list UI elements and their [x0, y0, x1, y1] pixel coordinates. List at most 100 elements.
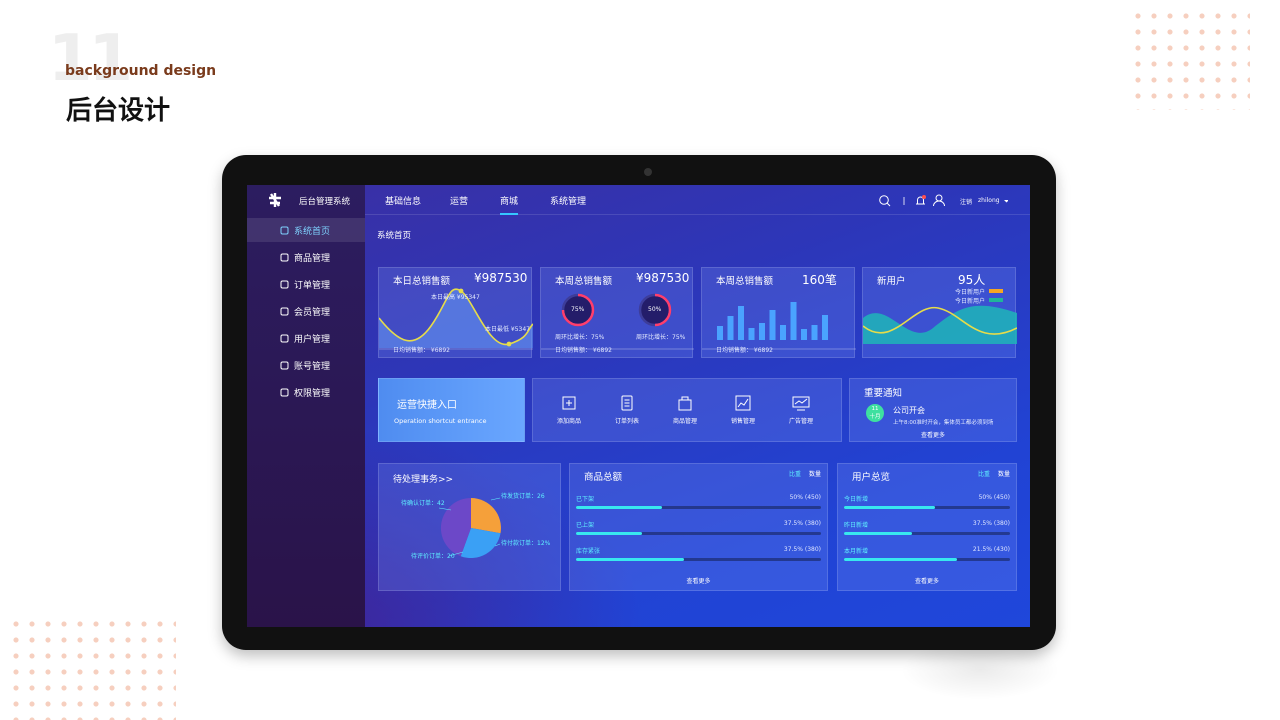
progress-track	[576, 532, 821, 535]
sales-curve	[379, 288, 533, 350]
icon-shape	[280, 307, 289, 315]
menu-label: 订单管理	[294, 280, 331, 291]
sidebar-item[interactable]: 订单管理	[247, 272, 365, 296]
nav-item[interactable]: 运营	[450, 197, 469, 207]
stat-card: 本周总销售额 ¥987530 75% 50% 周环比增长：75% 周环比增长：7…	[540, 267, 694, 358]
card-footer: 日均销售额： ¥6892	[393, 347, 450, 354]
sidebar-item[interactable]: 权限管理	[247, 380, 365, 404]
progress-fill	[844, 532, 913, 535]
top-bar: 注销 zhilong 基础信息 运营 商城 系统管理	[365, 185, 1030, 215]
card-title: 新用户	[877, 276, 906, 287]
tasks-title[interactable]: 待处理事务>>	[393, 475, 454, 485]
card-title: 本日总销售额	[393, 276, 451, 287]
action-item[interactable]: 商品管理	[660, 394, 710, 425]
more-link[interactable]: 查看更多	[914, 578, 939, 585]
shape	[440, 497, 471, 557]
growth-label: 周环比增长：75%	[555, 334, 605, 341]
action-item[interactable]: 添加商品	[544, 394, 594, 425]
sidebar-item[interactable]: 商品管理	[247, 245, 365, 269]
menu-icon	[280, 361, 289, 369]
action-item[interactable]: 销售管理	[718, 394, 768, 425]
bar	[769, 310, 776, 340]
icon-shape	[678, 396, 692, 411]
icon-shape	[280, 280, 289, 288]
tabs: 比重 数量	[781, 469, 821, 478]
username[interactable]: zhilong	[978, 197, 1000, 204]
menu-label: 会员管理	[294, 307, 331, 318]
shape	[269, 193, 281, 207]
screen: 后台管理系统 系统首页 商品管理 订单管理 会员管理 用户管理 账号管理 权限管理 注销 z…	[247, 185, 1030, 627]
tab[interactable]: 比重	[788, 471, 801, 478]
nav-item[interactable]: 基础信息	[385, 197, 422, 207]
action-item[interactable]: 广告管理	[776, 394, 826, 425]
action-icon	[621, 395, 633, 411]
menu-icon	[280, 280, 289, 288]
menu-icon	[280, 307, 289, 315]
stat-card: 本日总销售额 ¥987530 本日最高 ¥95347 本日最低 ¥5347 日均…	[378, 267, 533, 358]
row-label: 今日新增	[844, 496, 869, 503]
tab[interactable]: 比重	[977, 471, 990, 478]
menu-label: 系统首页	[294, 226, 331, 237]
page-number: 11	[48, 22, 133, 96]
action-label: 商品管理	[672, 418, 697, 425]
bar	[790, 302, 797, 340]
shape	[922, 195, 926, 199]
shape	[460, 528, 501, 559]
menu-label: 商品管理	[294, 253, 331, 264]
shortcut-card[interactable]: 运营快捷入口 Operation shortcut entrance	[378, 378, 525, 442]
bar	[727, 316, 734, 340]
panel-title: 商品总额	[584, 472, 623, 483]
shape	[506, 341, 512, 347]
low-label: 本日最低 ¥5347	[485, 326, 530, 333]
sidebar-item[interactable]: 系统首页	[247, 218, 365, 242]
tab[interactable]: 数量	[997, 471, 1010, 478]
card-value: 160笔	[802, 273, 837, 287]
icon-shape	[621, 395, 633, 411]
shape	[438, 497, 501, 557]
sidebar-item[interactable]: 用户管理	[247, 326, 365, 350]
shape	[379, 289, 533, 348]
tab[interactable]: 数量	[808, 471, 821, 478]
icon-shape	[566, 400, 572, 406]
row-value: 21.5% (430)	[972, 546, 1010, 553]
card-footer: 日均销售额： ¥6892	[555, 347, 612, 354]
action-label: 广告管理	[788, 418, 813, 425]
legend-label: 今日新用户	[955, 298, 986, 305]
notice-text: 上午8:00准时开会，集体员工都必须到场	[893, 420, 994, 426]
sidebar-item[interactable]: 会员管理	[247, 299, 365, 323]
more-link[interactable]: 查看更多	[920, 432, 945, 439]
gauge-label: 75%	[571, 306, 585, 313]
pie-label: 待发货订单：26	[501, 493, 545, 500]
gauges	[541, 293, 694, 350]
logo-text: 后台管理系统	[299, 197, 351, 207]
row-label: 库存紧张	[576, 548, 601, 555]
nav-item[interactable]: 商城	[500, 194, 519, 215]
shape	[863, 307, 1017, 335]
icon-shape	[737, 398, 749, 408]
more-link[interactable]: 查看更多	[686, 578, 711, 585]
dot-pattern	[1130, 8, 1250, 110]
shape	[471, 498, 501, 534]
nav-item[interactable]: 系统管理	[550, 197, 587, 207]
bar	[748, 328, 755, 340]
breadcrumb: 系统首页	[377, 231, 412, 241]
progress-track	[844, 532, 1010, 535]
row-label: 已下架	[576, 496, 595, 503]
card-title: 本周总销售额	[555, 276, 613, 287]
action-item[interactable]: 订单列表	[602, 394, 652, 425]
icon-shape	[562, 396, 576, 410]
shape	[1004, 200, 1008, 203]
shape	[916, 196, 925, 205]
row-label: 已上架	[576, 522, 595, 529]
notice-heading: 公司开会	[893, 406, 925, 415]
date-badge: 11 十月	[866, 404, 884, 422]
toolbar-icons	[879, 194, 1008, 207]
sidebar-item[interactable]: 账号管理	[247, 353, 365, 377]
subtitle: background design	[65, 63, 217, 79]
pie-label: 待确认订单：42	[401, 500, 445, 507]
logout[interactable]: 注销	[960, 199, 973, 206]
shortcut-subtitle: Operation shortcut entrance	[394, 417, 487, 425]
action-label: 销售管理	[730, 418, 755, 425]
progress-row: 已下架 50% (450)	[576, 494, 821, 516]
